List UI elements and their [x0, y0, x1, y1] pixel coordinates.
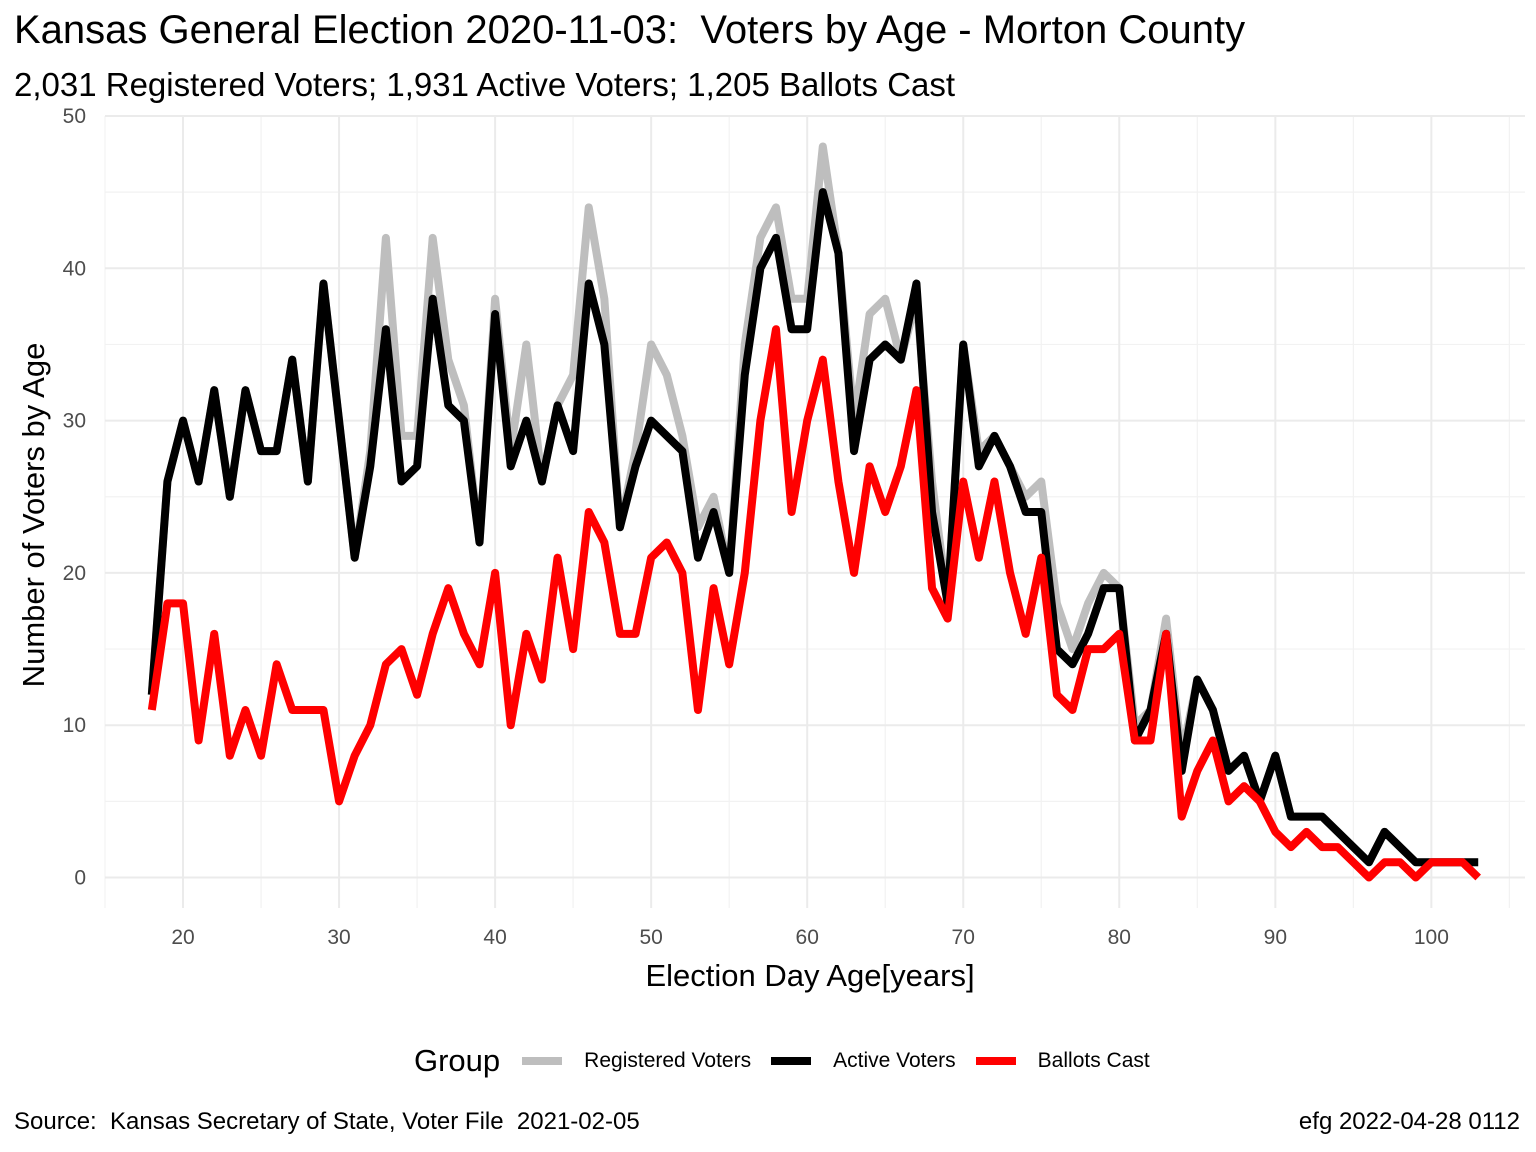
legend: Group Registered Voters Active Voters Ba…: [414, 1040, 1170, 1082]
y-tick-label: 50: [63, 105, 86, 128]
y-tick-label: 0: [74, 867, 86, 890]
x-tick-label: 60: [796, 926, 819, 949]
x-tick-label: 50: [639, 926, 662, 949]
x-tick-label: 80: [1108, 926, 1131, 949]
x-tick-label: 100: [1414, 926, 1449, 949]
x-axis-title: Election Day Age[years]: [645, 958, 974, 993]
author-caption: efg 2022-04-28 0112: [1298, 1108, 1520, 1135]
x-tick-label: 90: [1264, 926, 1287, 949]
chart-subtitle: 2,031 Registered Voters; 1,931 Active Vo…: [14, 66, 956, 103]
x-tick-label: 70: [952, 926, 975, 949]
y-axis-title: Number of Voters by Age: [16, 343, 51, 688]
y-tick-label: 40: [63, 257, 86, 280]
y-tick-label: 10: [63, 714, 86, 737]
legend-label-ballots-cast: Ballots Cast: [1037, 1049, 1150, 1072]
legend-label-active-voters: Active Voters: [833, 1049, 956, 1072]
legend-swatch-ballots-cast: [975, 1057, 1016, 1065]
series-lines: [147, 142, 1481, 882]
x-tick-label: 30: [327, 926, 350, 949]
legend-item-ballots-cast: Ballots Cast: [975, 1049, 1150, 1073]
y-tick-label: 30: [63, 410, 86, 433]
y-tick-label: 20: [63, 562, 86, 585]
x-tick-label: 20: [171, 926, 194, 949]
x-tick-labels: 20 30 40 50 60 70 80 90 100: [171, 926, 1449, 949]
legend-item-registered-voters: Registered Voters: [522, 1049, 751, 1073]
x-tick-label: 40: [483, 926, 506, 949]
legend-title: Group: [414, 1043, 501, 1078]
y-tick-labels: 0 10 20 30 40 50: [63, 105, 86, 890]
series-line-ballots-cast: [147, 325, 1481, 882]
legend-swatch-active-voters: [771, 1057, 812, 1065]
chart-title: Kansas General Election 2020-11-03: Vote…: [14, 8, 1246, 52]
legend-item-active-voters: Active Voters: [771, 1049, 956, 1073]
legend-label-registered-voters: Registered Voters: [584, 1049, 752, 1072]
source-caption: Source: Kansas Secretary of State, Voter…: [14, 1108, 640, 1135]
legend-swatch-registered-voters: [522, 1057, 563, 1065]
